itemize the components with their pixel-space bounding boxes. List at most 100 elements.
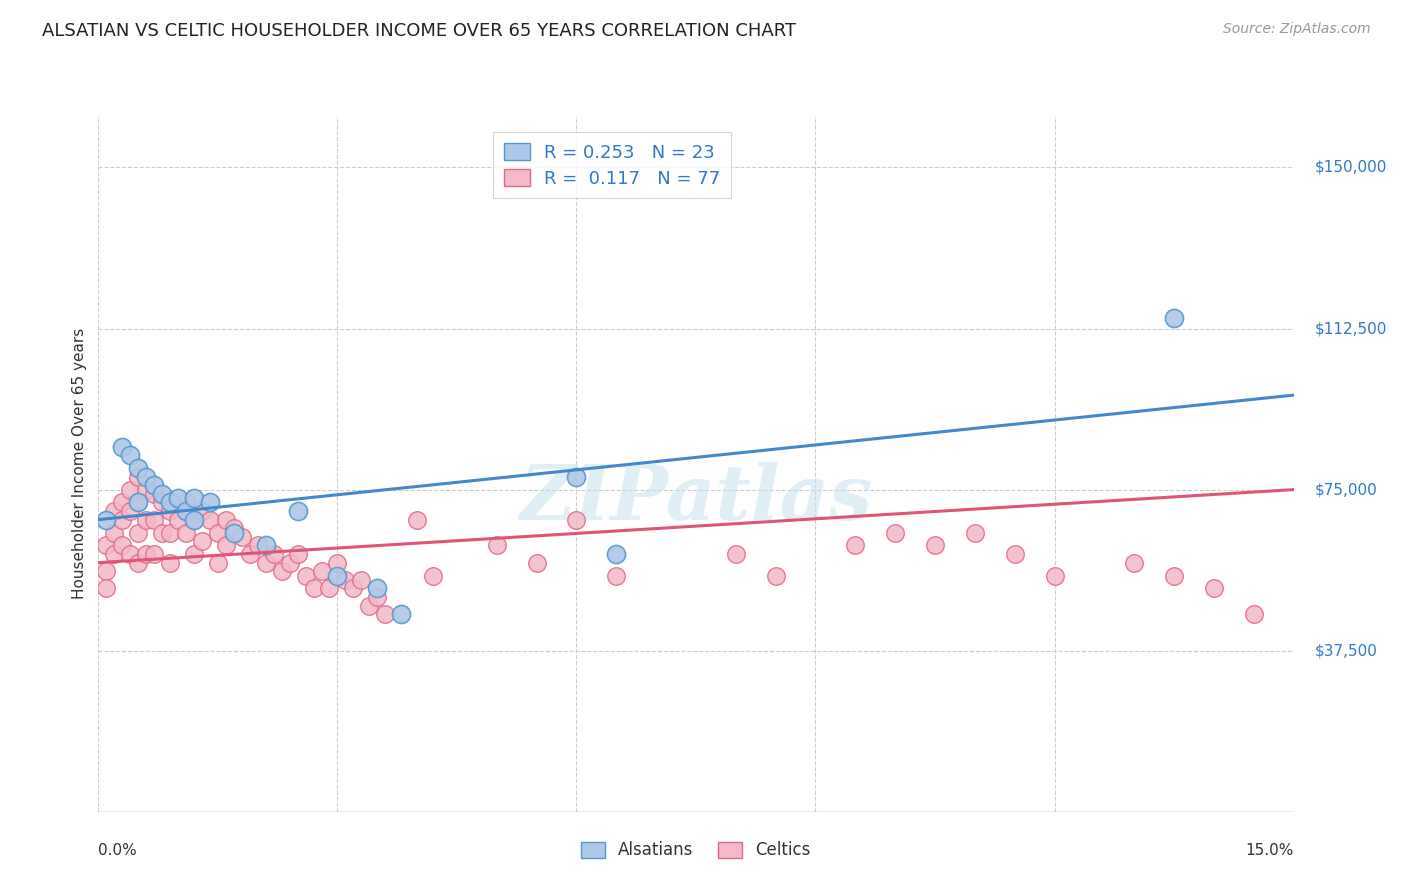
Point — [167, 491, 190, 506]
Point — [366, 582, 388, 596]
Point — [103, 504, 125, 518]
Point — [222, 525, 245, 540]
Point — [302, 582, 325, 596]
Point — [605, 568, 627, 582]
Point — [1163, 310, 1185, 325]
Point — [1202, 582, 1225, 596]
Point — [963, 525, 986, 540]
Point — [1243, 607, 1265, 622]
Point — [1004, 547, 1026, 561]
Point — [207, 556, 229, 570]
Point — [287, 547, 309, 561]
Point — [159, 495, 181, 509]
Point — [605, 547, 627, 561]
Point — [191, 534, 214, 549]
Point — [111, 513, 134, 527]
Point — [111, 495, 134, 509]
Point — [263, 547, 285, 561]
Point — [287, 504, 309, 518]
Point — [485, 538, 508, 552]
Point — [120, 504, 142, 518]
Y-axis label: Householder Income Over 65 years: Householder Income Over 65 years — [72, 328, 87, 599]
Point — [278, 556, 301, 570]
Point — [150, 525, 173, 540]
Point — [159, 525, 181, 540]
Point — [174, 495, 197, 509]
Point — [143, 513, 166, 527]
Point — [350, 573, 373, 587]
Point — [96, 513, 118, 527]
Point — [191, 504, 214, 518]
Point — [884, 525, 907, 540]
Point — [246, 538, 269, 552]
Point — [174, 504, 197, 518]
Point — [103, 525, 125, 540]
Text: Source: ZipAtlas.com: Source: ZipAtlas.com — [1223, 22, 1371, 37]
Point — [342, 582, 364, 596]
Point — [127, 461, 149, 475]
Point — [127, 525, 149, 540]
Point — [359, 599, 381, 613]
Point — [724, 547, 747, 561]
Text: $112,500: $112,500 — [1315, 321, 1386, 336]
Text: ALSATIAN VS CELTIC HOUSEHOLDER INCOME OVER 65 YEARS CORRELATION CHART: ALSATIAN VS CELTIC HOUSEHOLDER INCOME OV… — [42, 22, 796, 40]
Point — [215, 538, 238, 552]
Point — [231, 530, 253, 544]
Point — [335, 573, 357, 587]
Point — [366, 590, 388, 604]
Point — [311, 564, 333, 578]
Point — [143, 478, 166, 492]
Text: $150,000: $150,000 — [1315, 160, 1386, 175]
Point — [254, 556, 277, 570]
Point — [222, 521, 245, 535]
Text: $75,000: $75,000 — [1315, 482, 1378, 497]
Point — [765, 568, 787, 582]
Point — [143, 487, 166, 501]
Point — [318, 582, 340, 596]
Point — [143, 547, 166, 561]
Point — [565, 513, 588, 527]
Point — [844, 538, 866, 552]
Point — [96, 564, 118, 578]
Point — [294, 568, 316, 582]
Point — [174, 525, 197, 540]
Point — [167, 513, 190, 527]
Point — [135, 483, 157, 497]
Point — [127, 495, 149, 509]
Point — [111, 538, 134, 552]
Point — [183, 513, 205, 527]
Point — [565, 469, 588, 483]
Text: ZIPatlas: ZIPatlas — [519, 462, 873, 535]
Point — [254, 538, 277, 552]
Text: 0.0%: 0.0% — [98, 843, 138, 858]
Point — [1163, 568, 1185, 582]
Point — [924, 538, 946, 552]
Point — [120, 547, 142, 561]
Point — [127, 495, 149, 509]
Legend: Alsatians, Celtics: Alsatians, Celtics — [575, 835, 817, 866]
Point — [159, 504, 181, 518]
Point — [183, 547, 205, 561]
Point — [103, 547, 125, 561]
Point — [120, 483, 142, 497]
Point — [326, 556, 349, 570]
Point — [1043, 568, 1066, 582]
Point — [96, 582, 118, 596]
Point — [207, 525, 229, 540]
Point — [150, 495, 173, 509]
Point — [135, 547, 157, 561]
Point — [239, 547, 262, 561]
Point — [406, 513, 429, 527]
Point — [127, 556, 149, 570]
Point — [198, 495, 221, 509]
Point — [215, 513, 238, 527]
Point — [183, 513, 205, 527]
Point — [135, 469, 157, 483]
Point — [135, 513, 157, 527]
Point — [526, 556, 548, 570]
Point — [159, 556, 181, 570]
Point — [120, 448, 142, 462]
Point — [150, 487, 173, 501]
Text: $37,500: $37,500 — [1315, 643, 1378, 658]
Point — [270, 564, 292, 578]
